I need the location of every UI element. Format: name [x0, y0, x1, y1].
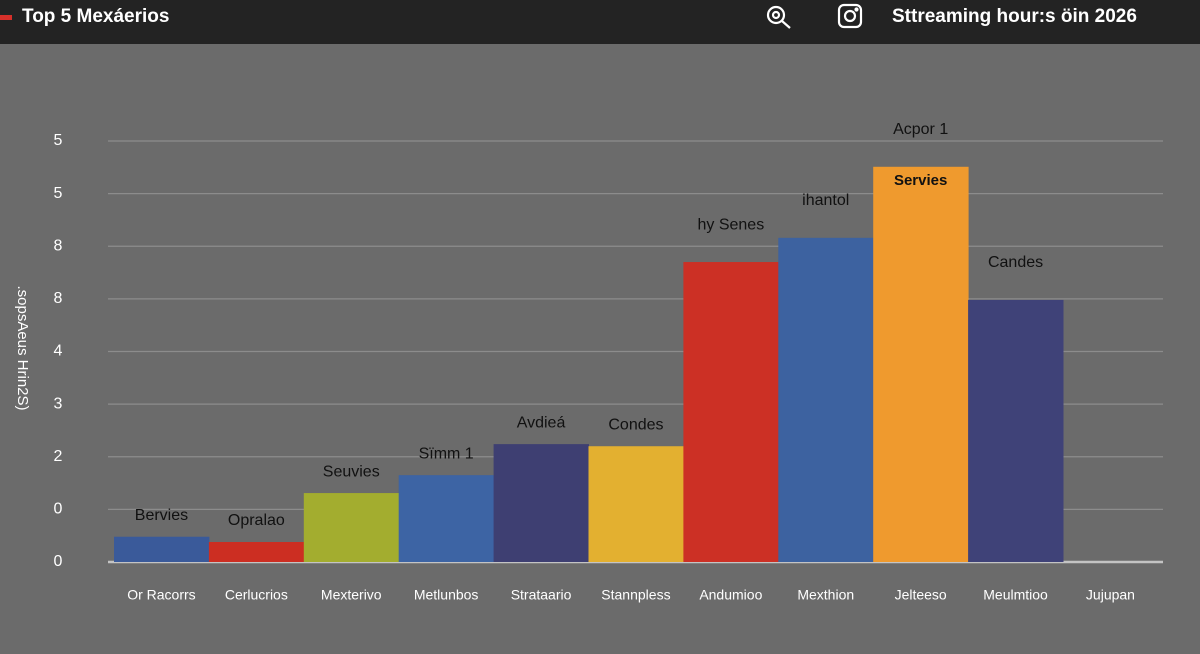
top-bar	[0, 0, 1200, 44]
bar	[873, 166, 969, 562]
x-tick-label: Or Racorrs	[127, 587, 195, 603]
page-title: Top 5 Mexáerios	[22, 6, 169, 27]
y-tick-label: 0	[54, 553, 63, 570]
bar	[493, 444, 589, 562]
y-tick-label: 4	[54, 343, 63, 360]
y-tick-label: 8	[54, 290, 63, 307]
bar-label: Acpor 1	[893, 121, 948, 138]
x-tick-label: Mexthion	[797, 587, 854, 603]
bar-label: Condes	[608, 416, 663, 433]
search-icon[interactable]	[766, 5, 791, 29]
x-tick-label: Jujupan	[1086, 587, 1135, 603]
x-tick-label: Metlunbos	[414, 587, 479, 603]
y-axis-label: .sopsAeus Hrin2S)	[14, 285, 31, 410]
bar	[683, 262, 779, 562]
y-tick-label: 5	[54, 132, 63, 149]
y-tick-label: 8	[54, 237, 63, 254]
bar	[303, 493, 400, 562]
x-tick-label: Meulmtioo	[983, 587, 1048, 603]
bar	[968, 299, 1064, 562]
x-tick-label: Cerlucrios	[225, 587, 288, 603]
bar-label: Sïmm 1	[419, 445, 474, 462]
x-tick-label: Strataario	[511, 587, 572, 603]
bar-label: hy Senes	[697, 216, 764, 233]
y-tick-label: 2	[54, 448, 63, 465]
x-tick-label: Jelteeso	[895, 587, 947, 603]
accent	[0, 15, 12, 20]
right-title: Sttreaming hour:s öin 2026	[892, 6, 1137, 27]
y-tick-label: 0	[54, 501, 63, 518]
bar	[588, 446, 684, 562]
instagram-icon[interactable]	[837, 3, 863, 29]
bar-label: Opralao	[228, 512, 285, 529]
bar-label: ihantol	[802, 192, 849, 209]
bar	[114, 536, 210, 562]
bar-label: Bervies	[135, 507, 188, 524]
bar-label: Avdieá	[517, 414, 566, 431]
x-tick-label: Stannpless	[601, 587, 670, 603]
bar	[208, 542, 305, 562]
x-tick-label: Andumioo	[699, 587, 762, 603]
bar-label: Seuvies	[323, 463, 380, 480]
y-tick-label: 5	[54, 185, 63, 202]
inner-bar-label: Servies	[894, 172, 947, 189]
bar	[398, 475, 495, 562]
bar	[778, 237, 874, 562]
x-tick-label: Mexterivo	[321, 587, 382, 603]
y-tick-label: 3	[54, 395, 63, 412]
bar-label: Candes	[988, 254, 1043, 271]
